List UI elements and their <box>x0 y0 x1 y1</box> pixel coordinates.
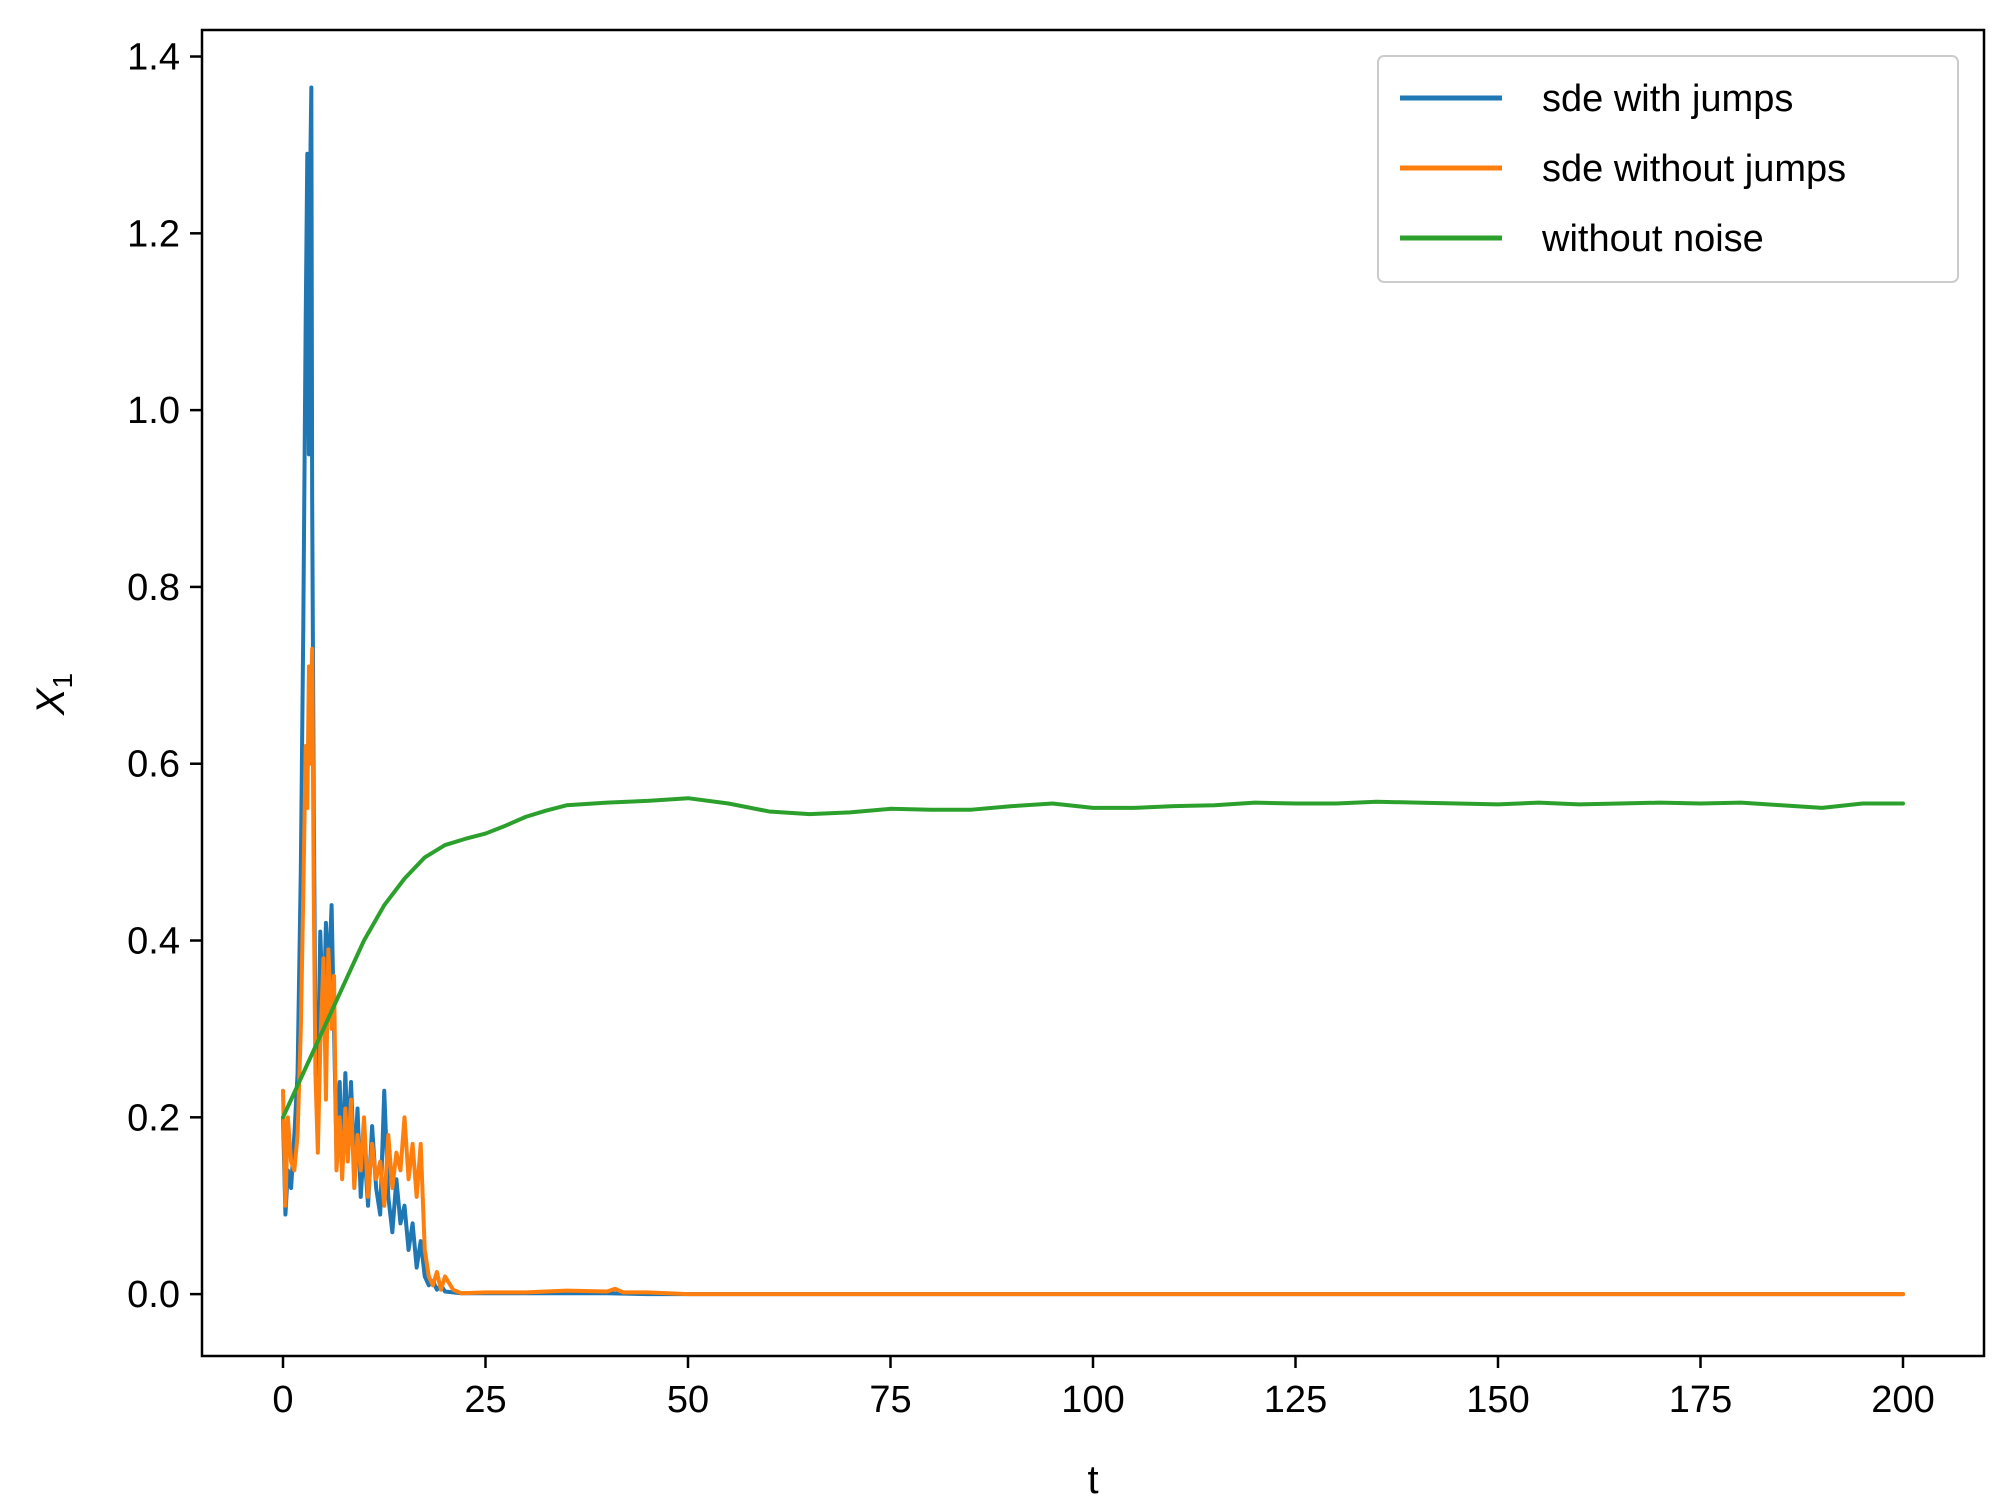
series-line-1 <box>281 646 1905 1297</box>
x-tick-label: 125 <box>1264 1379 1327 1421</box>
series-layer <box>281 85 1905 1297</box>
y-tick-label: 0.2 <box>127 1097 180 1139</box>
y-tick-label: 0.8 <box>127 567 180 609</box>
y-axis-ticks: 0.0 0.2 0.4 0.6 0.8 1.0 1.2 1.4 <box>127 37 202 1316</box>
y-tick-label: 0.0 <box>127 1274 180 1316</box>
y-axis-label-main: X <box>29 687 73 716</box>
svg-text:X1: X1 <box>29 673 78 716</box>
y-tick-label: 1.4 <box>127 37 180 79</box>
x-tick-label: 0 <box>272 1379 293 1421</box>
x-tick-label: 75 <box>869 1379 911 1421</box>
x-tick-label: 100 <box>1061 1379 1124 1421</box>
legend-label-0: sde with jumps <box>1542 78 1793 120</box>
x-axis-ticks: 0 25 50 75 100 125 150 175 200 <box>272 1356 1935 1421</box>
y-tick-label: 0.6 <box>127 744 180 786</box>
x-axis-label: t <box>1087 1458 1098 1502</box>
legend-label-1: sde without jumps <box>1542 148 1846 190</box>
legend-items: sde with jumps sde without jumps without n… <box>1400 78 1846 260</box>
y-axis-label-subscript: 1 <box>47 673 78 689</box>
legend: sde with jumps sde without jumps without n… <box>1377 55 1959 283</box>
x-tick-label: 200 <box>1871 1379 1934 1421</box>
legend-label-2: without noise <box>1541 218 1764 260</box>
y-axis-label: X1 <box>29 673 78 716</box>
x-tick-label: 25 <box>464 1379 506 1421</box>
y-tick-label: 1.0 <box>127 390 180 432</box>
y-tick-label: 0.4 <box>127 921 180 963</box>
x-tick-label: 50 <box>667 1379 709 1421</box>
legend-box <box>1377 55 1959 283</box>
x-tick-label: 175 <box>1669 1379 1732 1421</box>
x-tick-label: 150 <box>1466 1379 1529 1421</box>
y-tick-label: 1.2 <box>127 213 180 255</box>
series-line-2 <box>281 796 1905 1120</box>
